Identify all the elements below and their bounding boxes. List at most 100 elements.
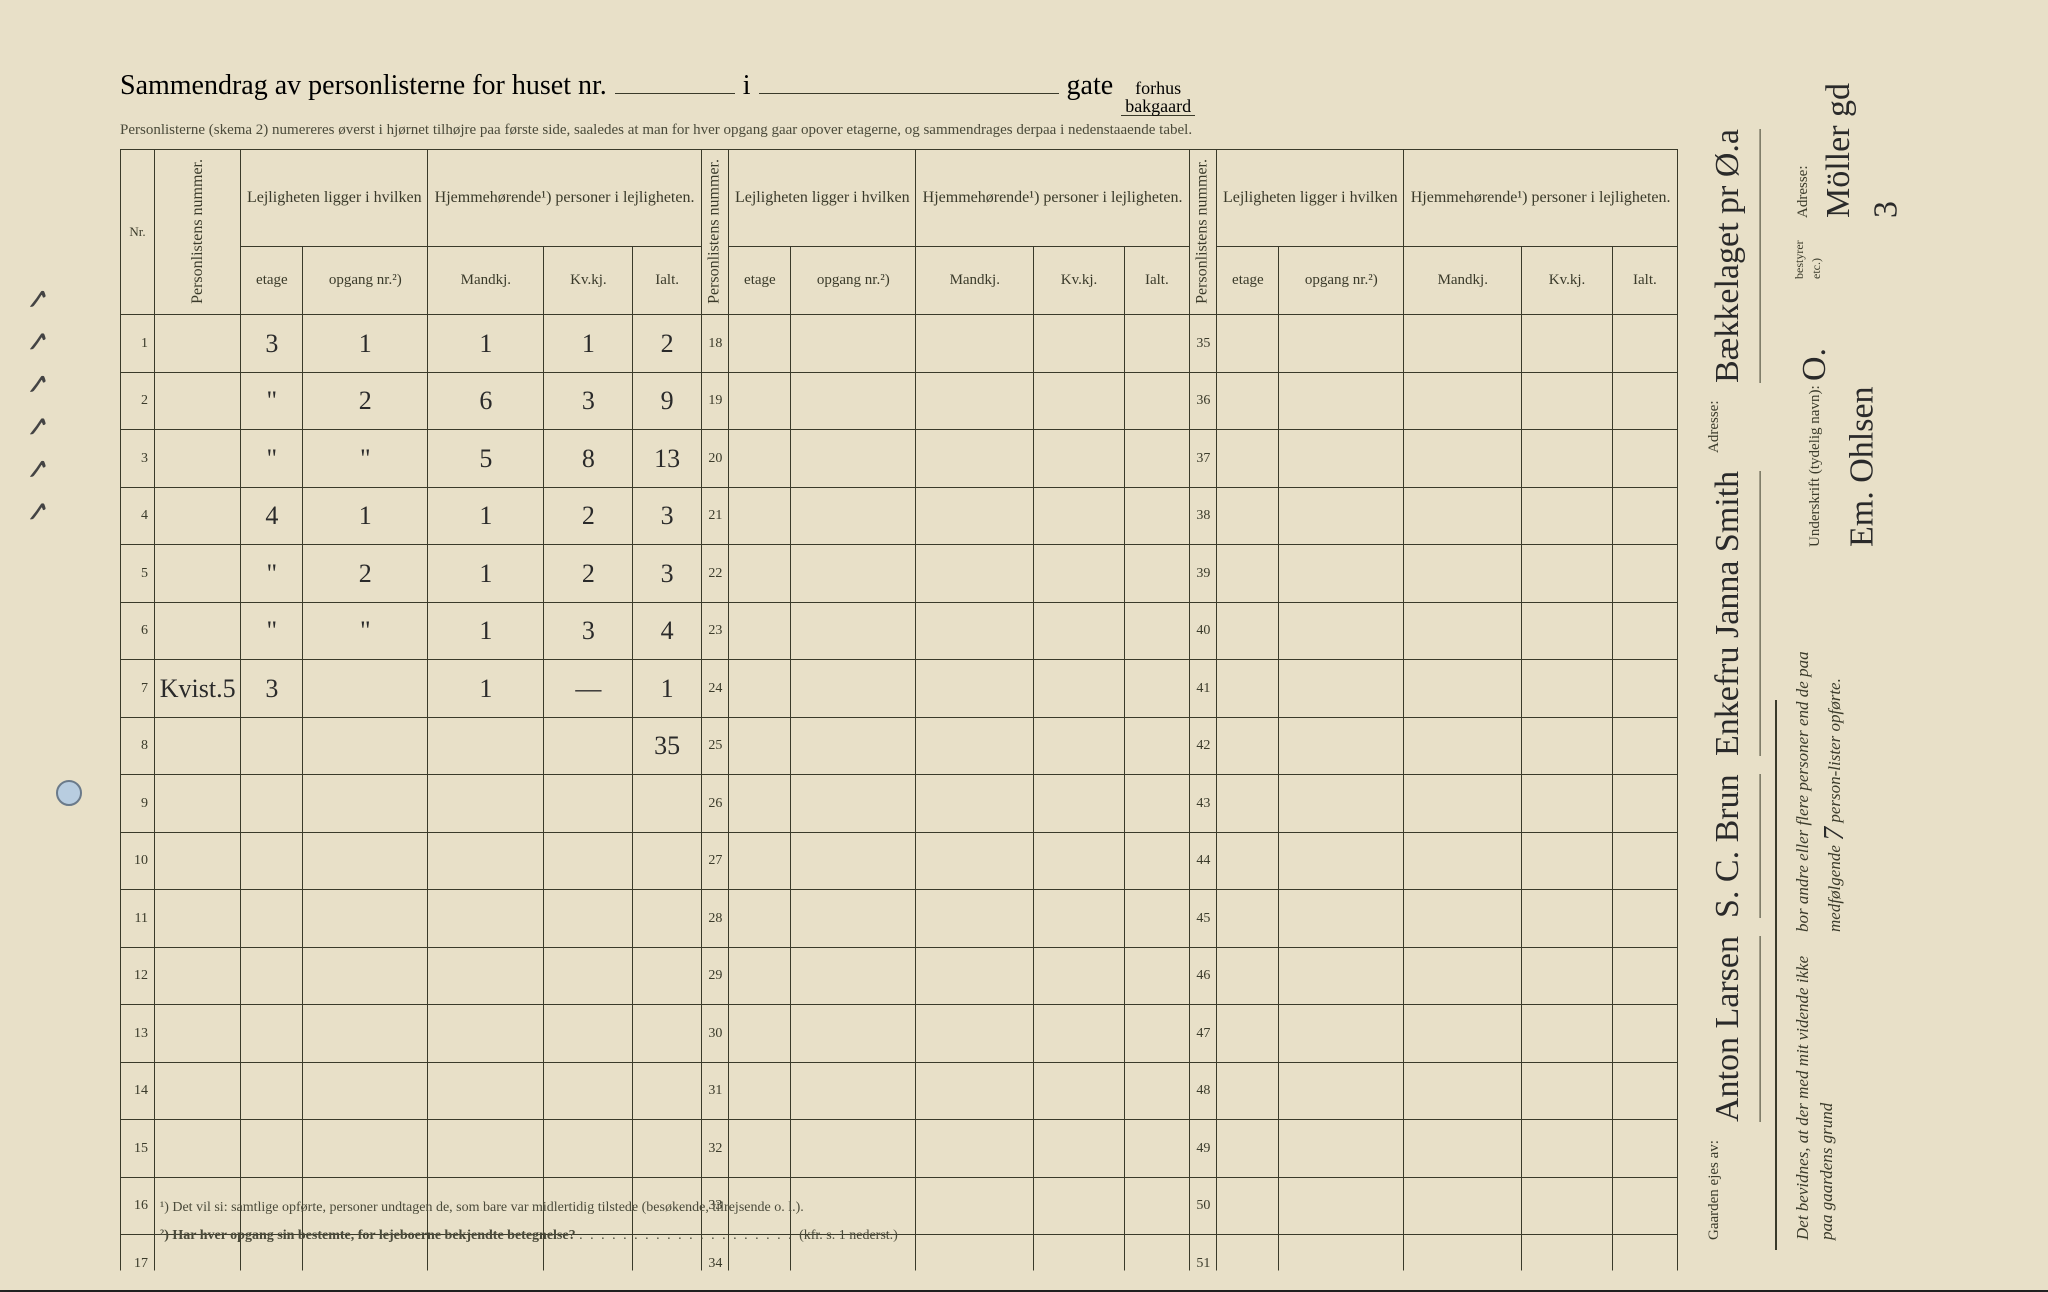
table-cell xyxy=(1612,430,1677,487)
table-row: 2"26391936 xyxy=(121,372,1678,429)
table-cell xyxy=(544,717,633,774)
table-cell xyxy=(1612,1120,1677,1177)
table-cell xyxy=(1217,1005,1279,1062)
table-cell xyxy=(155,775,241,832)
table-cell xyxy=(303,1062,428,1119)
header-ialt-1: Ialt. xyxy=(633,246,701,315)
footnote-2: ²) Har hver opgang sin bestemte, for lej… xyxy=(160,1222,1678,1250)
table-cell xyxy=(1217,832,1279,889)
table-body: 13111218352"263919363""58132037441123213… xyxy=(121,315,1678,1292)
table-cell xyxy=(1404,487,1522,544)
table-cell xyxy=(1404,315,1522,372)
table-cell xyxy=(791,1120,916,1177)
table-cell xyxy=(428,717,544,774)
table-row: 6""1342340 xyxy=(121,602,1678,659)
header-personlistens-2: Personlistens nummer. xyxy=(701,149,728,315)
table-cell: 30 xyxy=(701,1005,728,1062)
header-lejligheten-2: Lejligheten ligger i hvilken xyxy=(729,149,916,246)
table-cell xyxy=(544,775,633,832)
header-etage-2: etage xyxy=(729,246,791,315)
table-cell xyxy=(1124,430,1189,487)
table-cell xyxy=(1522,487,1612,544)
table-cell xyxy=(916,1062,1034,1119)
adresse-value: Möller gd 3 xyxy=(1819,83,1912,218)
table-cell xyxy=(1124,717,1189,774)
table-cell xyxy=(1124,545,1189,602)
table-cell: 8 xyxy=(121,717,155,774)
table-cell xyxy=(1124,602,1189,659)
table-cell xyxy=(791,1005,916,1062)
header-opgang-1: opgang nr.²) xyxy=(303,246,428,315)
table-cell xyxy=(1279,890,1404,947)
header-ialt-2: Ialt. xyxy=(1124,246,1189,315)
table-cell xyxy=(791,660,916,717)
table-row: 133047 xyxy=(121,1005,1678,1062)
table-cell xyxy=(729,1005,791,1062)
table-cell xyxy=(1404,602,1522,659)
table-cell: 1 xyxy=(428,487,544,544)
table-cell xyxy=(428,947,544,1004)
table-cell xyxy=(1034,775,1124,832)
table-cell: 15 xyxy=(121,1120,155,1177)
header-mandkj-1: Mandkj. xyxy=(428,246,544,315)
table-cell xyxy=(303,775,428,832)
table-cell: 40 xyxy=(1189,602,1216,659)
table-cell xyxy=(1404,890,1522,947)
table-cell xyxy=(1124,1005,1189,1062)
table-cell xyxy=(729,315,791,372)
title-gate: gate xyxy=(1067,70,1114,102)
table-cell xyxy=(155,372,241,429)
table-cell: 1 xyxy=(633,660,701,717)
table-cell: 18 xyxy=(701,315,728,372)
table-cell: 2 xyxy=(303,545,428,602)
table-cell xyxy=(791,717,916,774)
table-cell xyxy=(155,487,241,544)
table-cell xyxy=(1217,1120,1279,1177)
table-cell: 44 xyxy=(1189,832,1216,889)
bakgaard-label: bakgaard xyxy=(1125,97,1191,115)
table-cell xyxy=(1034,1062,1124,1119)
table-cell xyxy=(155,947,241,1004)
table-cell xyxy=(1034,1005,1124,1062)
table-cell xyxy=(1612,947,1677,1004)
table-cell xyxy=(1217,315,1279,372)
table-cell xyxy=(916,775,1034,832)
table-cell xyxy=(544,832,633,889)
table-cell xyxy=(633,1062,701,1119)
table-cell: 14 xyxy=(121,1062,155,1119)
header-hjemmehorende-3: Hjemmehørende¹) personer i lejligheten. xyxy=(1404,149,1678,246)
table-cell xyxy=(155,832,241,889)
table-cell: 9 xyxy=(633,372,701,429)
attestation-block: Det bevidnes, at der med mit vidende ikk… xyxy=(1785,60,1916,1250)
table-cell xyxy=(1404,775,1522,832)
table-cell: 46 xyxy=(1189,947,1216,1004)
footnote-1: ¹) Det vil si: samtlige opførte, persone… xyxy=(160,1194,1678,1222)
table-cell: 26 xyxy=(701,775,728,832)
table-cell xyxy=(1034,890,1124,947)
table-cell xyxy=(1034,430,1124,487)
table-cell xyxy=(1522,1120,1612,1177)
table-cell xyxy=(1034,602,1124,659)
table-cell xyxy=(544,1005,633,1062)
table-cell xyxy=(791,947,916,1004)
table-cell xyxy=(1217,890,1279,947)
table-cell xyxy=(729,890,791,947)
table-cell xyxy=(791,775,916,832)
header-personlistens-3: Personlistens nummer. xyxy=(1189,149,1216,315)
main-content: Sammendrag av personlisterne for huset n… xyxy=(120,60,1998,1250)
table-cell: 3 xyxy=(121,430,155,487)
table-cell: 29 xyxy=(701,947,728,1004)
table-cell: 35 xyxy=(633,717,701,774)
table-cell xyxy=(1612,372,1677,429)
table-cell xyxy=(1404,717,1522,774)
header-lejligheten-1: Lejligheten ligger i hvilken xyxy=(241,149,428,246)
title-main: Sammendrag av personlisterne for huset n… xyxy=(120,70,607,102)
table-row: 1311121835 xyxy=(121,315,1678,372)
table-cell xyxy=(1612,890,1677,947)
table-cell: 3 xyxy=(241,660,303,717)
header-kvkj-2: Kv.kj. xyxy=(1034,246,1124,315)
table-cell xyxy=(1522,717,1612,774)
table-cell: 4 xyxy=(633,602,701,659)
footnotes: ¹) Det vil si: samtlige opførte, persone… xyxy=(120,1180,1678,1250)
table-cell xyxy=(1279,487,1404,544)
